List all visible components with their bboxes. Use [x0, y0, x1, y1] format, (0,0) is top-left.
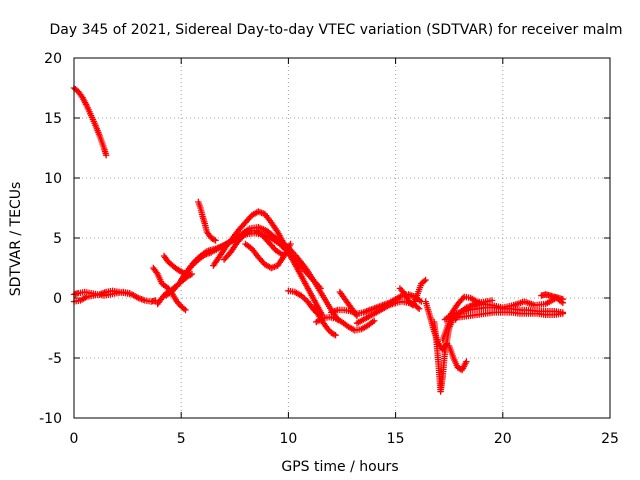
series-arc-16: [313, 314, 378, 334]
series-arc-24: [446, 342, 470, 374]
x-tick-label: 25: [601, 431, 619, 447]
data-point: [188, 270, 196, 278]
data-point: [559, 296, 567, 303]
series-arc-29: [538, 291, 567, 303]
series-arc-7: [162, 230, 324, 299]
y-tick-label: -10: [39, 411, 62, 427]
data-point: [102, 152, 110, 159]
data-point: [182, 306, 189, 314]
plot-frame: [73, 57, 611, 419]
series-arc-27: [448, 309, 567, 321]
data-point: [415, 305, 423, 312]
series-arc-9: [195, 198, 219, 244]
data-point: [559, 310, 567, 317]
series-arc-12: [242, 240, 294, 272]
grid-lines: [74, 58, 610, 418]
series-arc-18: [336, 288, 361, 320]
y-tick-label: 0: [53, 291, 62, 307]
y-tick-label: 5: [53, 231, 62, 247]
data-point: [212, 237, 219, 244]
y-tick-label: -5: [48, 351, 62, 367]
data-point: [422, 276, 429, 284]
axis-tick-labels: 0 5 10 15 20 25 -10 -5 0 5 10 15 20: [39, 51, 619, 447]
y-tick-label: 20: [44, 51, 62, 67]
y-tick-label: 15: [44, 111, 62, 127]
x-axis-label: GPS time / hours: [281, 459, 398, 475]
series-arc-1: [70, 84, 110, 159]
data-point: [414, 304, 421, 311]
data-point: [420, 278, 428, 285]
series-arc-13: [268, 234, 341, 323]
series-arc-3: [70, 288, 133, 299]
data-point: [332, 332, 339, 339]
data-point: [287, 240, 294, 248]
data-point: [459, 295, 467, 302]
y-axis-label: SDTVAR / TECUs: [8, 182, 24, 297]
data-points: [70, 84, 567, 395]
data-point: [353, 312, 361, 320]
x-tick-label: 0: [70, 431, 79, 447]
data-point: [187, 271, 194, 278]
data-point: [210, 236, 218, 243]
data-point: [330, 331, 338, 338]
series-arc-20: [396, 276, 429, 309]
series-arc-14: [285, 287, 320, 316]
chart-title: Day 345 of 2021, Sidereal Day-to-day VTE…: [50, 22, 623, 38]
data-point: [283, 243, 291, 250]
y-tick-label: 10: [44, 171, 62, 187]
data-point: [370, 317, 378, 324]
data-point: [180, 305, 188, 312]
x-tick-label: 10: [279, 431, 297, 447]
x-tick-label: 5: [177, 431, 186, 447]
series-arc-22: [430, 314, 457, 395]
data-point: [463, 358, 470, 365]
x-tick-label: 15: [387, 431, 405, 447]
data-point: [126, 290, 133, 297]
x-tick-label: 20: [494, 431, 512, 447]
